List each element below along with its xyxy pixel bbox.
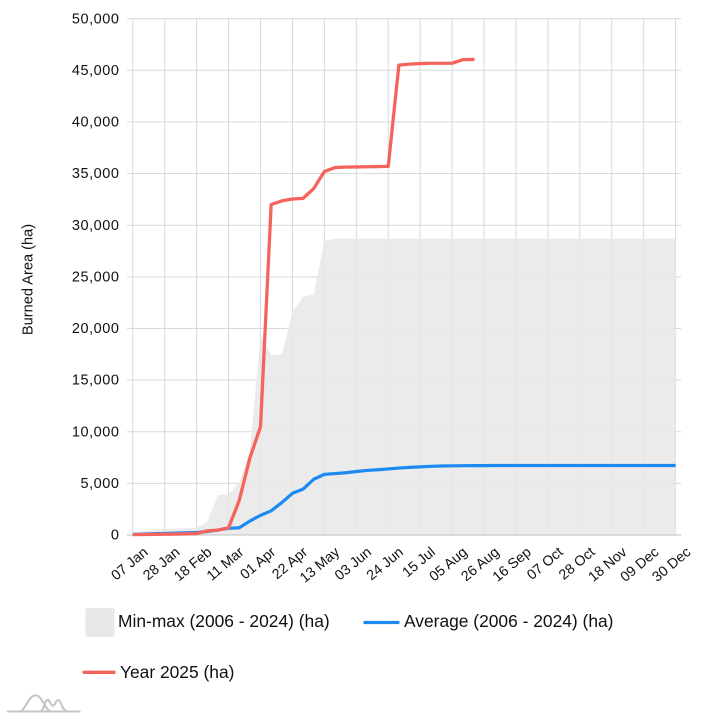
svg-text:30,000: 30,000 (72, 218, 120, 234)
svg-text:35,000: 35,000 (72, 166, 120, 182)
svg-text:20,000: 20,000 (72, 321, 120, 337)
svg-text:Min-max (2006 - 2024) (ha): Min-max (2006 - 2024) (ha) (118, 611, 330, 631)
svg-text:0: 0 (111, 528, 120, 544)
svg-text:25,000: 25,000 (72, 269, 120, 285)
svg-text:50,000: 50,000 (72, 11, 120, 27)
svg-text:Average (2006 - 2024) (ha): Average (2006 - 2024) (ha) (404, 611, 613, 631)
svg-text:5,000: 5,000 (80, 476, 119, 492)
svg-text:45,000: 45,000 (72, 63, 120, 79)
svg-text:15,000: 15,000 (72, 373, 120, 389)
svg-text:10,000: 10,000 (72, 424, 120, 440)
svg-text:Burned Area (ha): Burned Area (ha) (21, 224, 37, 335)
svg-text:40,000: 40,000 (72, 115, 120, 131)
svg-text:Year 2025 (ha): Year 2025 (ha) (120, 662, 234, 682)
